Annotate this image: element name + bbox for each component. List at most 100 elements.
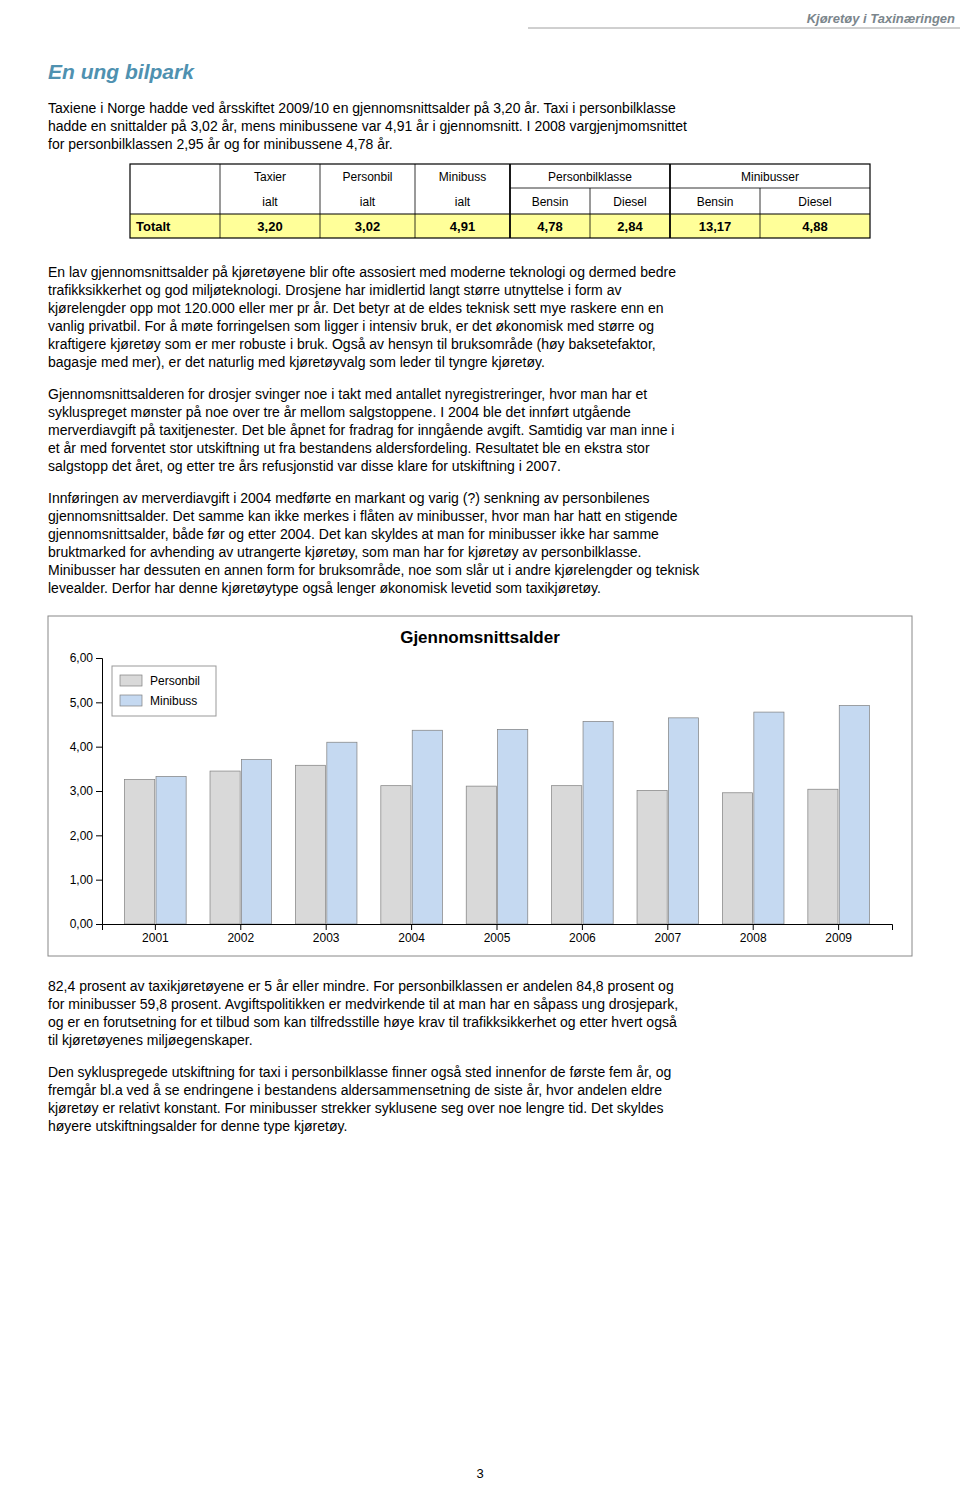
- tick-label: 2001: [142, 931, 169, 945]
- y-tick: 1,00: [70, 873, 102, 887]
- table: TaxierPersonbilMinibussPersonbilklasseMi…: [130, 164, 870, 238]
- paragraph-line: 82,4 prosent av taxikjøretøyene er 5 år …: [48, 978, 674, 994]
- table-divider: [220, 164, 221, 238]
- paragraph-line: gjennomsnittsalder. Det samme kan ikke m…: [48, 508, 678, 524]
- chart: Gjennomsnittsalder0,001,002,003,004,005,…: [48, 616, 912, 956]
- table-border: [130, 164, 870, 238]
- bar: [327, 742, 357, 924]
- legend-item: Minibuss: [120, 694, 197, 708]
- bar: [412, 730, 442, 924]
- bar: [637, 791, 667, 924]
- bar: [839, 705, 869, 924]
- axis-line: [96, 659, 103, 925]
- table-cell: 3,02: [355, 219, 380, 234]
- bars: [125, 705, 870, 924]
- bar: [241, 760, 271, 924]
- table-rule: [670, 188, 870, 189]
- x-tick: 2002: [227, 924, 254, 945]
- table-cell: Totalt: [136, 219, 171, 234]
- table-header: Personbil: [342, 170, 392, 184]
- table-header: Personbilklasse: [548, 170, 632, 184]
- paragraph-line: kjøretøy er relativt konstant. For minib…: [48, 1100, 663, 1116]
- bar: [466, 786, 496, 924]
- legend-frame: [112, 666, 216, 716]
- table-divider: [669, 164, 671, 238]
- table-divider: [590, 188, 591, 238]
- table-cell: 13,17: [699, 219, 732, 234]
- paragraph-line: trafikksikkerhet og god miljøteknologi. …: [48, 282, 621, 298]
- tick-mark: [326, 924, 327, 930]
- table-cell: 2,84: [617, 219, 643, 234]
- table-divider: [320, 164, 321, 238]
- tick-label: 2004: [398, 931, 425, 945]
- paragraph-line: Taxiene i Norge hadde ved årsskiftet 200…: [48, 100, 676, 116]
- tick-label: 2,00: [70, 829, 94, 843]
- x-tick: 2004: [398, 924, 425, 945]
- tick-mark: [582, 924, 583, 930]
- tick-mark: [240, 924, 241, 930]
- x-tick: 2001: [142, 924, 169, 945]
- table-cell: 3,20: [257, 219, 282, 234]
- bar: [668, 718, 698, 924]
- bar: [156, 776, 186, 924]
- paragraph-line: Minibusser har dessuten en annen form fo…: [48, 562, 700, 578]
- table-divider: [415, 164, 416, 238]
- table-header: Taxier: [254, 170, 286, 184]
- tick-label: 4,00: [70, 740, 94, 754]
- table-header: Minibusser: [741, 170, 799, 184]
- tick-mark: [96, 835, 102, 836]
- tick-label: 6,00: [70, 651, 94, 665]
- tick-mark: [411, 924, 412, 930]
- paragraph-line: bagasje med mer), er det naturlig med kj…: [48, 354, 545, 370]
- paragraph-line: for minibusser 59,8 prosent. Avgiftspoli…: [48, 996, 678, 1012]
- bar: [808, 789, 838, 924]
- legend-swatch: [120, 675, 142, 686]
- legend: Personbil Minibuss: [112, 666, 216, 716]
- paragraph-line: for personbilklassen 2,95 år og for mini…: [48, 136, 393, 152]
- y-tick: 6,00: [70, 651, 102, 665]
- tick-mark: [96, 747, 102, 748]
- paragraph-line: vanlig privatbil. For å møte forringelse…: [48, 318, 654, 334]
- paragraph-line: merverdiavgift på taxitjenester. Det ble…: [48, 422, 674, 438]
- tick-label: 2002: [227, 931, 254, 945]
- table-cell: 4,78: [537, 219, 562, 234]
- bar: [295, 765, 325, 924]
- tick-label: 2005: [484, 931, 511, 945]
- tick-mark: [667, 924, 668, 930]
- bar-series: [125, 765, 838, 924]
- axis-line: [103, 925, 893, 931]
- paragraph-line: høyere utskiftningsalder for denne type …: [48, 1118, 347, 1134]
- y-axis: 0,001,002,003,004,005,006,00: [70, 651, 103, 931]
- paragraph-line: et år med forventet stor utskiftning ut …: [48, 440, 650, 456]
- x-tick: 2008: [740, 924, 767, 945]
- tick-label: 2003: [313, 931, 340, 945]
- paragraph-line: levealder. Derfor har denne kjøretøytype…: [48, 580, 601, 596]
- table-row-fill: [130, 214, 870, 238]
- page-background: [0, 0, 960, 1496]
- tick-mark: [497, 924, 498, 930]
- bar: [722, 793, 752, 924]
- paragraph-line: Innføringen av merverdiavgift i 2004 med…: [48, 490, 650, 506]
- section-title: En ung bilpark: [48, 60, 195, 83]
- tick-mark: [96, 880, 102, 881]
- paragraph-line: bruktmarked for avhending av utrangerte …: [48, 544, 641, 560]
- bar: [552, 786, 582, 924]
- legend-swatch: [120, 695, 142, 706]
- x-tick: 2007: [654, 924, 681, 945]
- bar: [498, 729, 528, 924]
- paragraph-line: salgstopp det året, og etter tre års ref…: [48, 458, 561, 474]
- x-tick: 2006: [569, 924, 596, 945]
- tick-label: 2009: [825, 931, 852, 945]
- table-divider: [760, 188, 761, 238]
- table-rule: [130, 213, 870, 214]
- x-tick: 2009: [825, 924, 852, 945]
- tick-label: 3,00: [70, 784, 94, 798]
- y-tick: 5,00: [70, 696, 102, 710]
- bar-series: [156, 705, 869, 924]
- tick-label: 2006: [569, 931, 596, 945]
- legend-label: Personbil: [150, 674, 200, 688]
- bar: [754, 712, 784, 924]
- bar: [583, 721, 613, 924]
- tick-mark: [96, 924, 102, 925]
- y-tick: 2,00: [70, 829, 102, 843]
